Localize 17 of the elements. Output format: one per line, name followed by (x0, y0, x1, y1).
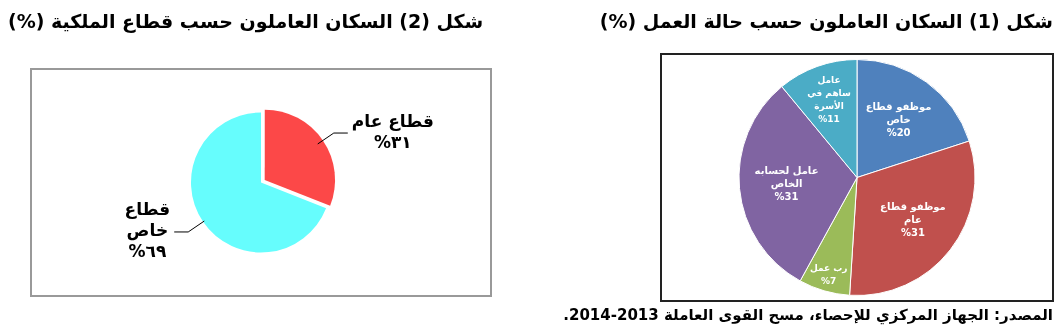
data-label: %31 (774, 190, 799, 202)
text: المصدر: الجهاز المركزي للإحصاء، مسح القوى العاملة 2013-2014. (563, 306, 1053, 324)
slice-label: قطاع خاص (124, 199, 171, 242)
slice-label: عامل لحسابه الخاص (754, 164, 819, 190)
data-label: %7 (821, 275, 837, 286)
chart-title: شكل (2) السكان العاملون حسب قطاع الملكية (%) (8, 10, 485, 32)
data-label: %11 (818, 113, 840, 124)
slice-label: موظفو قطاع خاص (865, 100, 932, 126)
data-label: %31 (900, 227, 925, 239)
slice-label: رب عمل (809, 262, 848, 274)
data-label: %20 (886, 126, 911, 138)
chart-title: شكل (1) السكان العاملون حسب حالة العمل (%) (598, 10, 1053, 32)
slice-label: موظفو قطاع عام (880, 201, 946, 227)
slice-label: قطاع عام (351, 110, 434, 131)
data-label: %٣١ (373, 131, 412, 152)
slice-label: عامل ساهم في الأسرة (807, 74, 851, 112)
data-label: %٦٩ (128, 241, 167, 262)
